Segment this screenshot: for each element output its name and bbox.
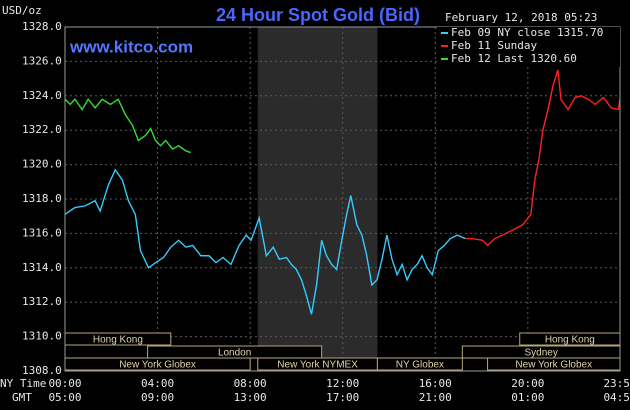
timestamp: February 12, 2018 05:23 (445, 11, 597, 24)
price-line (64, 168, 466, 315)
gmt-tick-label: 09:00 (141, 391, 174, 404)
lines (64, 69, 621, 315)
x-tick-label: 00:00 (48, 377, 81, 390)
chart-title: 24 Hour Spot Gold (Bid) (216, 5, 420, 25)
ny-time-label: NY Time (0, 377, 46, 390)
price-line (64, 98, 191, 154)
y-tick-label: 1310.0 (22, 330, 62, 343)
session-label: Hong Kong (545, 335, 595, 346)
y-tick-label: 1314.0 (22, 261, 62, 274)
session-box (376, 357, 463, 371)
x-tick-label: 23:59 (603, 377, 630, 390)
session-label: London (218, 348, 251, 359)
watermark: www.kitco.com (69, 37, 193, 56)
x-tick-label: 16:00 (419, 377, 452, 390)
y-tick-label: 1316.0 (22, 226, 62, 239)
gmt-tick-label: 17:00 (326, 391, 359, 404)
legend-box (437, 27, 620, 67)
y-tick-label: 1318.0 (22, 192, 62, 205)
y-tick-label: 1308.0 (22, 364, 62, 377)
y-tick-label: 1326.0 (22, 54, 62, 67)
nymex-shade (257, 27, 378, 371)
y-axis-label: USD/oz (2, 4, 42, 17)
y-tick-label: 1324.0 (22, 89, 62, 102)
session-label: New York Globex (515, 360, 592, 371)
session-label: NY Globex (396, 360, 444, 371)
gmt-label: GMT (12, 391, 32, 404)
session-label: Sydney (524, 348, 557, 359)
y-tick-label: 1328.0 (22, 20, 62, 33)
legend-label: Feb 09 NY close 1315.70 (451, 26, 603, 39)
session-label: New York NYMEX (277, 360, 358, 371)
x-tick-label: 08:00 (234, 377, 267, 390)
y-tick-label: 1312.0 (22, 295, 62, 308)
gmt-tick-label: 13:00 (234, 391, 267, 404)
x-tick-label: 20:00 (511, 377, 544, 390)
legend-label: Feb 11 Sunday (451, 39, 537, 52)
plot-border (64, 26, 621, 372)
gmt-tick-label: 05:00 (48, 391, 81, 404)
x-tick-label: 04:00 (141, 377, 174, 390)
grid: 1308.0 1310.0 1312.0 1314.0 1316.0 1318.0 1320… (22, 20, 630, 404)
y-tick-label: 1322.0 (22, 123, 62, 136)
session-label: New York Globex (119, 360, 196, 371)
session-label: Hong Kong (93, 335, 143, 346)
price-line (465, 69, 621, 247)
gmt-tick-label: 04:59 (603, 391, 630, 404)
legend-label: Feb 12 Last 1320.60 (451, 52, 577, 65)
gmt-tick-label: 21:00 (419, 391, 452, 404)
gmt-tick-label: 01:00 (511, 391, 544, 404)
x-tick-label: 12:00 (326, 377, 359, 390)
plot-underlay (257, 27, 378, 371)
y-tick-label: 1320.0 (22, 158, 62, 171)
